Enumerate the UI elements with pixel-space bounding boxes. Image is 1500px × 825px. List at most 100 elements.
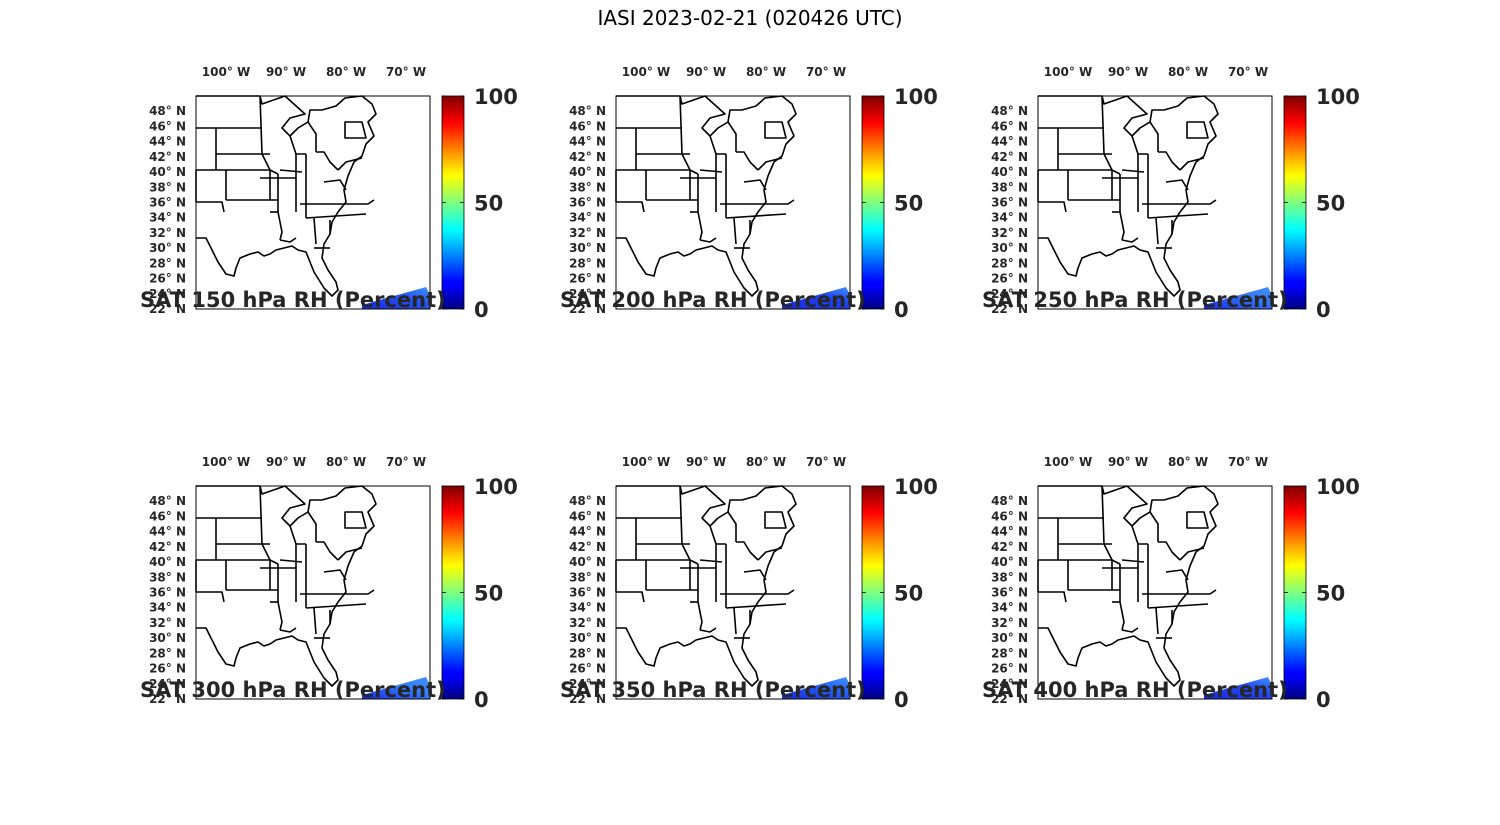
lon-tick-label: 80° W — [1168, 65, 1208, 79]
lat-tick-label: 46° N — [569, 509, 606, 523]
lat-tick-label: 30° N — [991, 241, 1028, 255]
lat-tick-label: 38° N — [149, 180, 186, 194]
lat-tick-label: 46° N — [569, 119, 606, 133]
lat-tick-label: 44° N — [149, 135, 186, 149]
map-panel-3: 100° W 90° W 80° W 70° W 48° N 46° N 44° N 42° … — [982, 62, 1382, 332]
lat-tick-label: 42° N — [149, 150, 186, 164]
lat-tick-label: 30° N — [149, 241, 186, 255]
lat-tick-label: 34° N — [991, 601, 1028, 615]
lat-tick-label: 28° N — [569, 646, 606, 660]
lat-tick-label: 46° N — [149, 119, 186, 133]
lat-tick-label: 34° N — [149, 211, 186, 225]
lon-tick-label: 100° W — [622, 455, 670, 469]
lat-tick-label: 26° N — [991, 272, 1028, 286]
lat-tick-label: 34° N — [569, 211, 606, 225]
lat-tick-label: 26° N — [569, 662, 606, 676]
lat-tick-label: 38° N — [149, 570, 186, 584]
colorbar-tick-label: 100 — [474, 85, 518, 109]
lat-tick-label: 22° N — [991, 692, 1028, 706]
lat-tick-label: 42° N — [149, 540, 186, 554]
lat-tick-label: 26° N — [991, 662, 1028, 676]
lat-tick-label: 40° N — [149, 165, 186, 179]
lon-tick-label: 100° W — [202, 65, 250, 79]
colorbar-tick-label: 100 — [1316, 475, 1360, 499]
map-panel-5: 100° W 90° W 80° W 70° W 48° N 46° N 44° N 42° … — [560, 452, 960, 722]
lon-tick-label: 70° W — [386, 455, 426, 469]
colorbar-tick-label: 100 — [474, 475, 518, 499]
lon-tick-label: 100° W — [622, 65, 670, 79]
map-svg: 100° W 90° W 80° W 70° W 48° N46° N 44° N42° … — [149, 455, 518, 712]
lat-tick-label: 32° N — [569, 226, 606, 240]
lon-tick-label: 80° W — [326, 65, 366, 79]
lat-tick-label: 38° N — [991, 180, 1028, 194]
lat-tick-label: 44° N — [569, 135, 606, 149]
lon-tick-label: 70° W — [386, 65, 426, 79]
lat-tick-label: 24° N — [569, 287, 606, 301]
colorbar-tick-label: 0 — [894, 298, 909, 322]
map-svg: 100° W 90° W 80° W 70° W 48° N46° N 44° N42° … — [569, 65, 938, 322]
lat-tick-label: 30° N — [569, 631, 606, 645]
state-boundaries — [195, 95, 377, 297]
map-svg: 100° W 90° W 80° W 70° W 48° N46° N 44° N42° … — [991, 455, 1360, 712]
panel-title: SAT 150 hPa RH (Percent) — [140, 288, 446, 312]
lat-tick-label: 24° N — [991, 677, 1028, 691]
lat-tick-label: 46° N — [149, 509, 186, 523]
lat-tick-label: 44° N — [991, 135, 1028, 149]
colorbar-tick-label: 100 — [894, 85, 938, 109]
lat-tick-label: 42° N — [991, 150, 1028, 164]
lat-tick-label: 46° N — [991, 509, 1028, 523]
lat-tick-label: 48° N — [149, 104, 186, 118]
lat-tick-label: 34° N — [991, 211, 1028, 225]
lat-tick-label: 22° N — [991, 302, 1028, 316]
lat-tick-label: 24° N — [569, 677, 606, 691]
colorbar-tick-label: 100 — [1316, 85, 1360, 109]
panel-title: SAT 200 hPa RH (Percent) — [560, 288, 866, 312]
lon-tick-label: 90° W — [686, 65, 726, 79]
lat-tick-label: 28° N — [991, 646, 1028, 660]
satellite-swath — [362, 287, 430, 309]
figure-title: IASI 2023-02-21 (020426 UTC) — [597, 6, 903, 30]
panel-title: SAT 350 hPa RH (Percent) — [560, 678, 866, 702]
lat-tick-label: 48° N — [149, 494, 186, 508]
lat-tick-label: 40° N — [149, 555, 186, 569]
lat-tick-label: 32° N — [569, 616, 606, 630]
lat-tick-label: 24° N — [149, 287, 186, 301]
lat-tick-label: 34° N — [149, 601, 186, 615]
lon-tick-label: 90° W — [1108, 455, 1148, 469]
map-panel-1: 100° W 90° W 80° W 70° W 48° N 46° N 44° N 42° … — [140, 62, 540, 332]
lat-tick-label: 44° N — [149, 525, 186, 539]
lon-tick-label: 70° W — [1228, 455, 1268, 469]
colorbar-tick-label: 50 — [894, 192, 923, 216]
lat-tick-label: 48° N — [991, 494, 1028, 508]
lat-tick-label: 28° N — [149, 646, 186, 660]
lat-tick-label: 42° N — [991, 540, 1028, 554]
colorbar-tick-label: 0 — [1316, 688, 1331, 712]
colorbar-tick-label: 50 — [1316, 192, 1345, 216]
satellite-swath — [782, 677, 850, 699]
lat-tick-label: 38° N — [991, 570, 1028, 584]
lat-tick-label: 46° N — [991, 119, 1028, 133]
lon-tick-label: 90° W — [686, 455, 726, 469]
lat-tick-label: 22° N — [149, 692, 186, 706]
lat-tick-label: 32° N — [991, 616, 1028, 630]
lat-tick-label: 36° N — [149, 586, 186, 600]
lat-tick-label: 40° N — [569, 165, 606, 179]
colorbar-tick-label: 0 — [894, 688, 909, 712]
lon-tick-label: 80° W — [746, 65, 786, 79]
lon-tick-label: 80° W — [1168, 455, 1208, 469]
colorbar-tick-label: 0 — [1316, 298, 1331, 322]
lon-tick-label: 100° W — [202, 455, 250, 469]
lat-tick-label: 38° N — [569, 180, 606, 194]
lon-tick-label: 90° W — [1108, 65, 1148, 79]
lat-tick-label: 30° N — [569, 241, 606, 255]
lat-tick-label: 28° N — [991, 256, 1028, 270]
lon-tick-label: 100° W — [1044, 65, 1092, 79]
lat-tick-label: 38° N — [569, 570, 606, 584]
colorbar-tick-label: 50 — [1316, 582, 1345, 606]
map-panel-6: 100° W 90° W 80° W 70° W 48° N 46° N 44° N 42° … — [982, 452, 1382, 722]
lat-tick-label: 42° N — [569, 150, 606, 164]
satellite-swath — [1204, 677, 1272, 699]
lon-tick-label: 70° W — [806, 455, 846, 469]
lat-tick-label: 40° N — [991, 165, 1028, 179]
lat-tick-label: 26° N — [149, 272, 186, 286]
